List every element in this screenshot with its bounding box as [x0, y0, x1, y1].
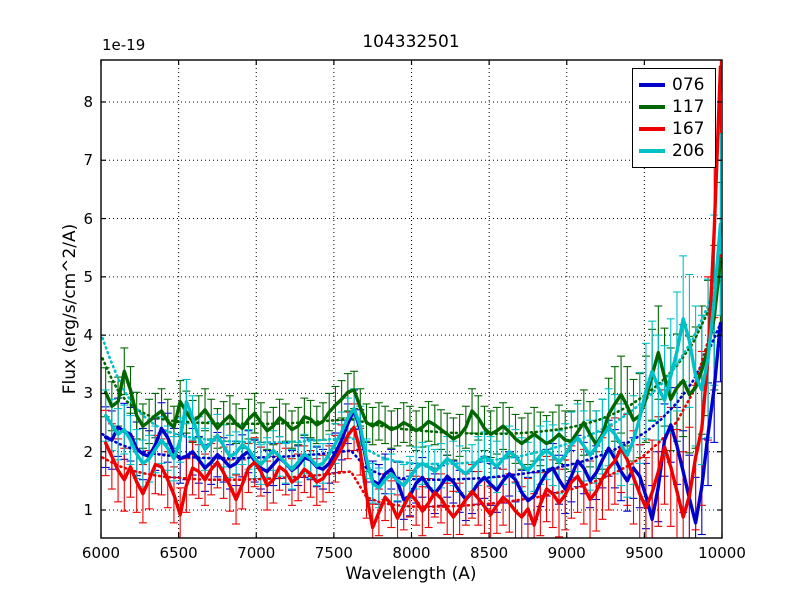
series-line-167 [103, 65, 722, 530]
y-tick-label: 1 [83, 501, 93, 520]
legend: 076 117 167 206 [632, 68, 716, 168]
legend-label-167: 167 [672, 118, 705, 139]
y-tick-label: 6 [83, 209, 93, 228]
x-tick-label: 7500 [314, 544, 353, 562]
x-tick-label: 8000 [392, 544, 431, 562]
series-line-206 [103, 222, 722, 490]
chart-title: 104332501 [362, 32, 460, 52]
x-tick-label: 7000 [237, 544, 276, 562]
legend-swatch-117 [639, 105, 665, 109]
y-tick-label: 2 [83, 442, 93, 461]
x-axis-label: Wavelength (A) [345, 564, 477, 584]
series-line-076 [103, 321, 722, 525]
series-line-117 [103, 257, 722, 447]
legend-item-117: 117 [639, 96, 709, 118]
tick-marks [100, 60, 723, 538]
x-tick-label: 6000 [81, 544, 121, 562]
legend-label-117: 117 [672, 96, 705, 117]
y-tick-label: 3 [83, 384, 93, 403]
legend-item-167: 167 [639, 118, 709, 140]
y-tick-label: 7 [83, 151, 93, 170]
y-tick-label: 5 [83, 267, 93, 286]
trend-line-076-trend [101, 322, 722, 482]
legend-label-206: 206 [672, 140, 705, 161]
data-layer [101, 60, 722, 538]
y-tick-label: 4 [83, 326, 93, 345]
legend-swatch-167 [639, 127, 665, 131]
x-tick-label: 9000 [547, 544, 586, 562]
x-tick-label: 9500 [625, 544, 664, 562]
y-tick-label: 8 [83, 92, 93, 111]
x-tick-label: 6500 [159, 544, 198, 562]
x-tick-label: 8500 [470, 544, 509, 562]
legend-swatch-076 [639, 83, 665, 87]
legend-item-206: 206 [639, 140, 709, 162]
legend-item-076: 076 [639, 74, 709, 96]
legend-label-076: 076 [672, 74, 705, 95]
legend-swatch-206 [639, 149, 665, 153]
x-tick-label: 10000 [698, 544, 746, 562]
y-axis-offset-text: 1e-19 [102, 36, 146, 54]
